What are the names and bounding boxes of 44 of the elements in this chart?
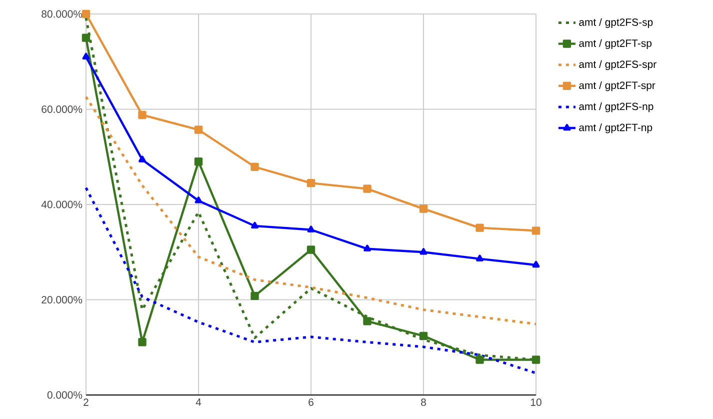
point — [82, 52, 90, 60]
legend-label: amt / gpt2FS-spr — [579, 60, 656, 70]
y-tick-label: 0.000% — [47, 391, 82, 399]
point — [364, 244, 371, 252]
point — [138, 110, 146, 120]
point — [476, 254, 484, 262]
point — [476, 224, 484, 232]
point — [307, 226, 315, 232]
x-tick-label: 4 — [196, 398, 202, 406]
x-tick-label: 6 — [308, 398, 314, 406]
point — [306, 178, 316, 188]
point — [363, 184, 372, 193]
y-tick-label: 80.000% — [42, 10, 82, 18]
y-tick-label: 40.000% — [41, 200, 82, 208]
point — [194, 196, 202, 204]
point — [138, 156, 146, 162]
point — [363, 317, 372, 326]
point — [82, 34, 90, 42]
legend-label: amt / gpt2FT-spr — [579, 81, 656, 92]
point — [419, 204, 428, 213]
point — [194, 158, 203, 166]
point — [420, 248, 428, 255]
point — [250, 162, 259, 171]
legend-label: amt / gpt2FT-np — [579, 123, 652, 134]
legend-label: amt / gpt2FS-np — [579, 102, 654, 112]
point — [306, 246, 316, 254]
y-tick-label: 60.000% — [42, 106, 82, 113]
point — [476, 356, 484, 364]
point — [419, 332, 428, 340]
legend-label: amt / gpt2FS-sp — [579, 18, 653, 28]
point — [250, 292, 259, 300]
point — [194, 126, 203, 134]
point — [138, 338, 146, 346]
point — [532, 226, 540, 235]
line-series — [84, 186, 538, 374]
point — [82, 10, 90, 18]
point — [251, 222, 258, 229]
x-tick-label: 2 — [84, 398, 88, 406]
x-tick-label: 10 — [530, 398, 542, 406]
point — [532, 260, 540, 268]
legend-label: amt / gpt2FT-sp — [579, 39, 652, 49]
y-tick-label: 20.000% — [42, 296, 82, 304]
x-tick-label: 8 — [421, 398, 426, 406]
point — [532, 356, 540, 364]
